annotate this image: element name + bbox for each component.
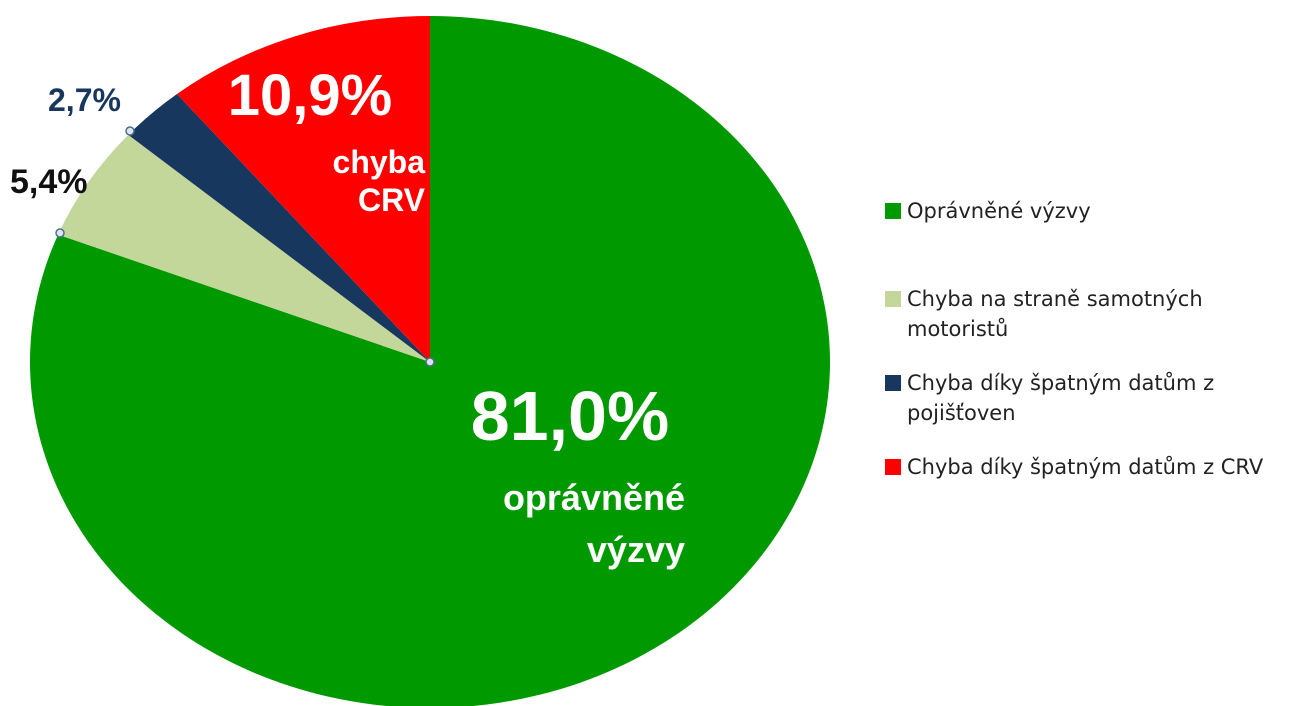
legend-item: Chyba díky špatným datům z CRV [885, 452, 1305, 482]
legend-label: Oprávněné výzvy [907, 199, 1091, 223]
legend-swatch [885, 375, 901, 391]
legend-item: Chyba díky špatným datům z pojišťoven [885, 368, 1305, 428]
legend-swatch [885, 291, 901, 307]
slice-annotation: CRV [358, 182, 426, 218]
legend-item: Oprávněné výzvy [885, 196, 1305, 226]
pie-slice [176, 15, 430, 362]
data-label: 10,9% [228, 63, 392, 128]
marker [55, 228, 65, 238]
legend-item: Chyba na straně samotných motoristů [885, 284, 1305, 344]
data-label: 2,7% [48, 82, 121, 118]
marker [425, 357, 435, 367]
legend-label: Chyba na straně samotných motoristů [907, 287, 1203, 341]
slice-annotation: oprávněné [503, 477, 685, 518]
marker [125, 126, 135, 136]
data-label: 5,4% [10, 163, 88, 201]
pie-slice [128, 94, 431, 362]
data-label: 81,0% [471, 377, 669, 455]
slice-annotation: výzvy [587, 529, 685, 570]
legend-swatch [885, 203, 901, 219]
legend-label: Chyba díky špatným datům z pojišťoven [907, 371, 1215, 425]
slice-annotation: chyba [333, 144, 426, 180]
pie-slice [58, 134, 430, 362]
legend-swatch [885, 459, 901, 475]
legend-label: Chyba díky špatným datům z CRV [907, 455, 1264, 479]
